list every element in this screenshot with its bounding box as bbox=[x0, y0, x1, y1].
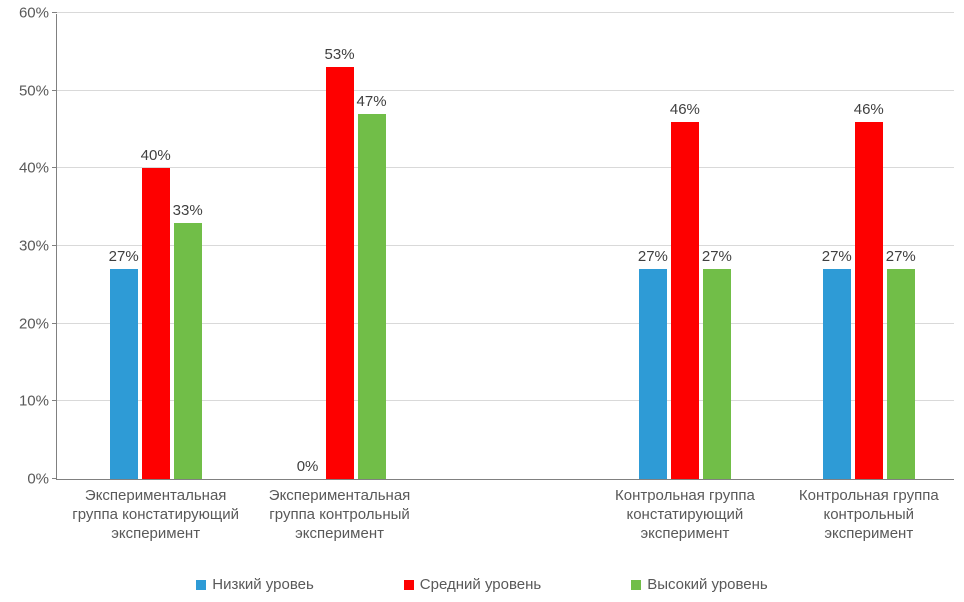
bar: 53% bbox=[326, 67, 354, 479]
bar-value-label: 27% bbox=[702, 248, 732, 265]
plot-area: 0%10%20%30%40%50%60% 27%40%33%Эксперимен… bbox=[56, 14, 954, 480]
x-tick-label: Экспериментальная группа констатирующий … bbox=[66, 487, 246, 543]
bar-chart: 0%10%20%30%40%50%60% 27%40%33%Эксперимен… bbox=[0, 0, 964, 602]
legend-swatch bbox=[196, 580, 206, 590]
y-tick-mark bbox=[52, 12, 57, 13]
bars: 27%46%27% bbox=[777, 14, 961, 479]
gridline bbox=[57, 12, 954, 13]
y-tick-label: 20% bbox=[19, 315, 49, 332]
bar: 40% bbox=[142, 168, 170, 479]
legend-label: Средний уровень bbox=[420, 576, 541, 593]
bar: 46% bbox=[671, 122, 699, 479]
bar-value-label: 0% bbox=[297, 458, 319, 475]
bar-value-label: 33% bbox=[173, 202, 203, 219]
x-tick-label: Контрольная группа контрольный экспериме… bbox=[779, 487, 959, 543]
bars: 0%53%47% bbox=[248, 14, 432, 479]
y-tick-label: 10% bbox=[19, 393, 49, 410]
y-tick-label: 50% bbox=[19, 82, 49, 99]
bar-group: 27%46%27%Контрольная группа констатирующ… bbox=[593, 14, 777, 479]
bar: 33% bbox=[174, 223, 202, 479]
y-tick-label: 30% bbox=[19, 238, 49, 255]
bars: 27%40%33% bbox=[64, 14, 248, 479]
bar-group: 27%40%33%Экспериментальная группа конста… bbox=[64, 14, 248, 479]
bar-value-label: 27% bbox=[638, 248, 668, 265]
bar-value-label: 46% bbox=[854, 101, 884, 118]
legend-swatch bbox=[404, 580, 414, 590]
bar: 27% bbox=[823, 269, 851, 479]
bar-value-label: 40% bbox=[141, 147, 171, 164]
bar-groups: 27%40%33%Экспериментальная группа конста… bbox=[57, 14, 954, 479]
bar-value-label: 27% bbox=[109, 248, 139, 265]
bar: 46% bbox=[855, 122, 883, 479]
x-tick-label: Контрольная группа констатирующий экспер… bbox=[595, 487, 775, 543]
legend-item: Средний уровень bbox=[404, 576, 541, 593]
legend-swatch bbox=[631, 580, 641, 590]
bar-value-label: 46% bbox=[670, 101, 700, 118]
bar: 27% bbox=[110, 269, 138, 479]
bar-group: 0%53%47%Экспериментальная группа контрол… bbox=[248, 14, 432, 479]
bar-group: 27%46%27%Контрольная группа контрольный … bbox=[777, 14, 961, 479]
legend-item: Высокий уровень bbox=[631, 576, 768, 593]
y-tick-label: 0% bbox=[27, 471, 49, 488]
bar: 27% bbox=[703, 269, 731, 479]
x-tick-label: Экспериментальная группа контрольный экс… bbox=[250, 487, 430, 543]
bar-value-label: 27% bbox=[822, 248, 852, 265]
y-tick-label: 60% bbox=[19, 5, 49, 22]
legend-label: Высокий уровень bbox=[647, 576, 768, 593]
bar-value-label: 47% bbox=[357, 93, 387, 110]
legend-item: Низкий уровеь bbox=[196, 576, 314, 593]
bars: 27%46%27% bbox=[593, 14, 777, 479]
bar-value-label: 27% bbox=[886, 248, 916, 265]
y-tick-label: 40% bbox=[19, 160, 49, 177]
bar: 47% bbox=[358, 114, 386, 479]
bar: 27% bbox=[639, 269, 667, 479]
legend-label: Низкий уровеь bbox=[212, 576, 314, 593]
bar: 27% bbox=[887, 269, 915, 479]
bar-value-label: 53% bbox=[325, 46, 355, 63]
legend: Низкий уровеь Средний уровень Высокий уров… bbox=[0, 576, 964, 593]
